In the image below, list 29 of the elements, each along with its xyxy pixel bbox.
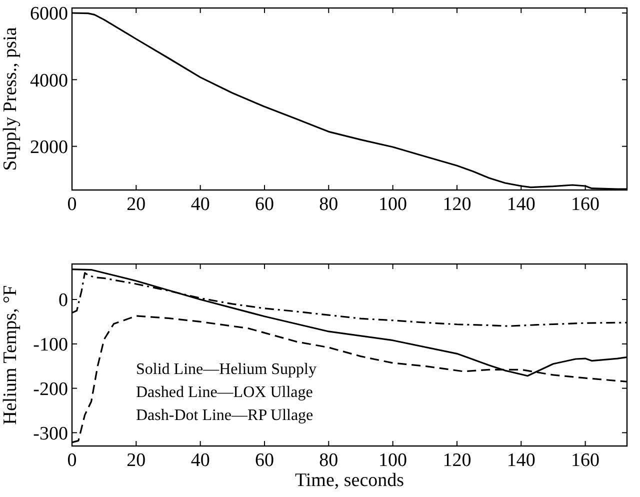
x-tick-label: 100 [378, 194, 408, 215]
x-tick-label: 140 [506, 194, 536, 215]
y-tick-label: 6000 [30, 4, 68, 25]
y-tick-label: -200 [33, 378, 68, 400]
annotation: Dashed Line—LOX Ullage [136, 384, 313, 401]
x-tick-label: 20 [126, 194, 146, 215]
annotation: Solid Line—Helium Supply [136, 361, 316, 378]
x-tick-label: 160 [571, 194, 600, 215]
x-tick-label: 140 [506, 450, 536, 471]
x-tick-label: 20 [126, 450, 146, 471]
y-tick-label: 0 [58, 290, 68, 312]
x-tick-label: 100 [378, 450, 408, 471]
y-axis-title: Helium Temps, °F [0, 285, 21, 425]
y-tick-label: 2000 [30, 136, 68, 158]
x-tick-label: 120 [442, 194, 472, 215]
x-tick-label: 60 [254, 194, 274, 215]
x-tick-label: 40 [190, 450, 210, 471]
x-tick-label: 40 [190, 194, 210, 215]
y-tick-label: 4000 [30, 70, 68, 92]
annotation: Dash-Dot Line—RP Ullage [136, 407, 314, 424]
x-axis-title: Time, seconds [294, 470, 404, 491]
x-tick-label: 60 [254, 450, 274, 471]
y-tick-label: -100 [33, 334, 68, 356]
x-tick-label: 120 [442, 450, 472, 471]
x-tick-label: 80 [319, 450, 338, 471]
x-tick-label: 160 [571, 450, 600, 471]
y-axis-title: Supply Press., psia [0, 26, 21, 171]
x-tick-label: 80 [319, 194, 338, 215]
y-tick-label: -300 [33, 423, 68, 444]
